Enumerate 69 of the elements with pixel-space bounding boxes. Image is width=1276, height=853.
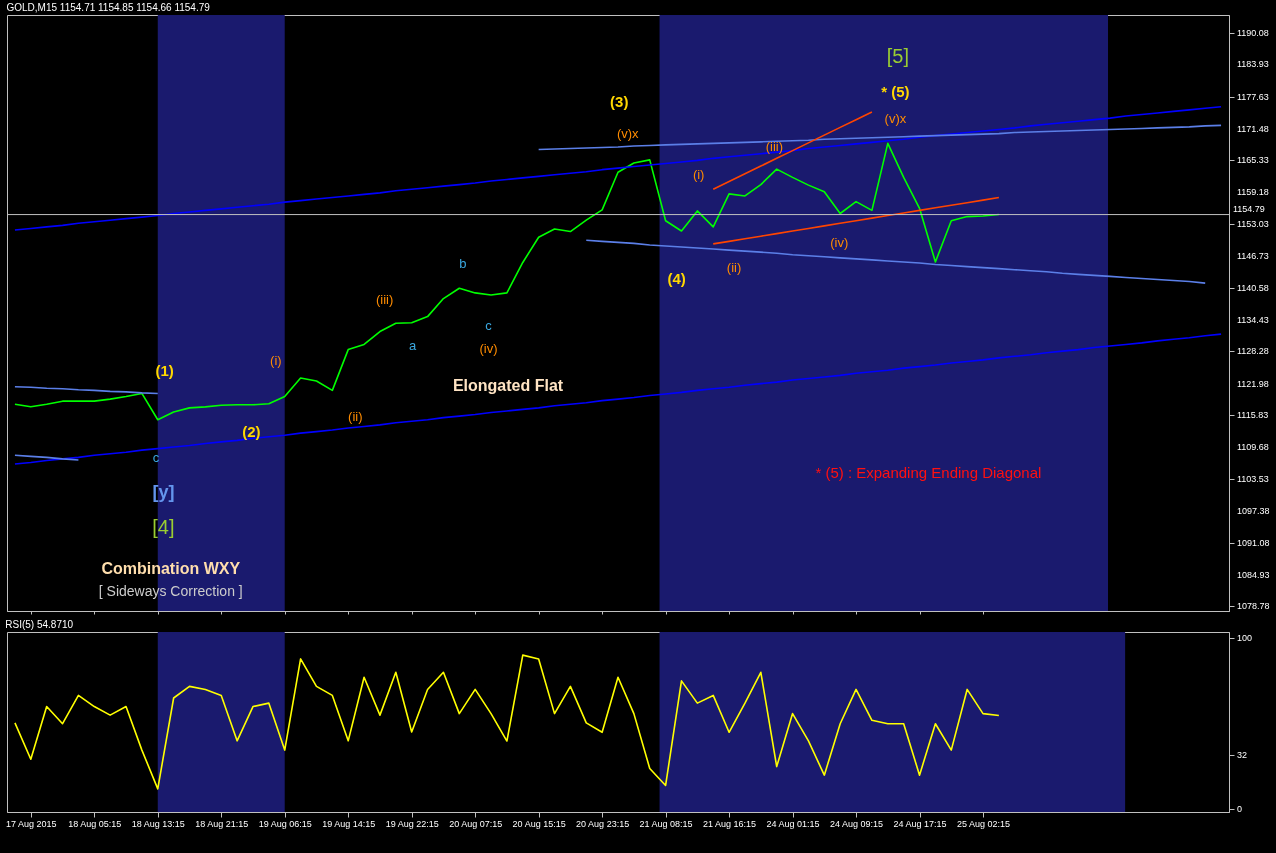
x-tick-label: 20 Aug 23:15 — [576, 818, 630, 829]
line-series — [712, 111, 873, 191]
line-series — [14, 385, 159, 395]
y-tick-label: 1091.08 — [1237, 538, 1270, 549]
y-tick-label: 1140.58 — [1237, 282, 1269, 293]
x-tick-label: 24 Aug 09:15 — [830, 818, 884, 829]
x-tick-label: 18 Aug 21:15 — [195, 818, 249, 829]
x-tick-label: 21 Aug 16:15 — [703, 818, 757, 829]
x-tick-label: 25 Aug 02:15 — [956, 818, 1011, 829]
annotation: a — [409, 337, 418, 353]
y-tick-label: 1121.98 — [1237, 378, 1269, 389]
annotation: (2) — [242, 423, 261, 441]
y-tick-label: 1128.28 — [1237, 346, 1269, 357]
y-tick-label: 1078.78 — [1237, 601, 1270, 612]
y-tick-label: 1153.03 — [1237, 218, 1269, 229]
annotation: (ii) — [726, 259, 742, 275]
line-series — [14, 654, 1000, 790]
y-tick-label: 1103.53 — [1237, 473, 1269, 484]
annotation: Elongated Flat — [452, 376, 564, 394]
x-tick-label: 18 Aug 13:15 — [131, 818, 185, 829]
y-tick-label: 1190.08 — [1237, 27, 1269, 38]
y-tick-label: 1115.83 — [1237, 410, 1269, 421]
x-tick-label: 20 Aug 07:15 — [449, 818, 503, 829]
y-tick-label: 1134.43 — [1237, 314, 1269, 325]
annotation: * (5) — [881, 83, 910, 101]
chart-title: RSI(5) 54.8710 — [5, 619, 74, 630]
y-tick-label: 100 — [1237, 633, 1253, 643]
y-tick-label: 32 — [1237, 749, 1248, 760]
x-tick-label: 24 Aug 01:15 — [766, 818, 820, 829]
annotation: (3) — [610, 93, 629, 111]
annotation: c — [152, 450, 160, 466]
x-tick-label: 19 Aug 22:15 — [385, 818, 439, 829]
x-tick-label: 19 Aug 14:15 — [322, 818, 376, 829]
y-tick-label: 1171.48 — [1237, 123, 1269, 134]
x-tick-label: 17 Aug 2015 — [6, 818, 57, 829]
x-tick-label: 20 Aug 15:15 — [512, 818, 566, 829]
y-tick-label: 1183.93 — [1237, 59, 1269, 70]
annotation: (iii) — [375, 292, 394, 308]
annotation: [ Sideways Correction ] — [98, 582, 243, 599]
x-tick-label: 24 Aug 17:15 — [893, 818, 947, 829]
annotation: b — [459, 255, 467, 271]
annotation: (iv) — [479, 340, 498, 356]
y-tick-label: 1084.93 — [1237, 569, 1270, 580]
annotation: [5] — [886, 44, 909, 67]
annotation: (i) — [270, 353, 282, 369]
chart-title: GOLD,M15 1154.71 1154.85 1154.66 1154.79 — [6, 2, 211, 13]
ref-line-label: 1154.79 — [1233, 203, 1265, 214]
y-tick-label: 1177.63 — [1237, 91, 1269, 102]
annotation: * (5) : Expanding Ending Diagonal — [815, 463, 1042, 481]
y-tick-label: 1097.38 — [1237, 505, 1270, 516]
annotation: Combination WXY — [101, 559, 241, 577]
x-tick-label: 21 Aug 08:15 — [639, 818, 693, 829]
annotation: (iv) — [830, 235, 849, 251]
annotation: (ii) — [348, 409, 363, 425]
annotation: (i) — [692, 166, 705, 182]
annotation: (v)x — [616, 126, 640, 142]
y-tick-label: 0 — [1237, 804, 1243, 815]
line-series — [14, 333, 1222, 465]
y-tick-label: 1146.73 — [1237, 251, 1269, 262]
y-tick-label: 1165.33 — [1237, 155, 1269, 166]
x-tick-label: 18 Aug 05:15 — [68, 818, 122, 829]
x-tick-label: 19 Aug 06:15 — [258, 818, 312, 829]
annotation: c — [485, 317, 493, 333]
y-tick-label: 1109.68 — [1237, 442, 1269, 453]
annotation: (1) — [155, 361, 174, 379]
annotation: (4) — [667, 270, 686, 288]
annotation: (iii) — [765, 138, 784, 154]
y-tick-label: 1159.18 — [1237, 186, 1269, 197]
annotation: (v)x — [884, 110, 907, 126]
